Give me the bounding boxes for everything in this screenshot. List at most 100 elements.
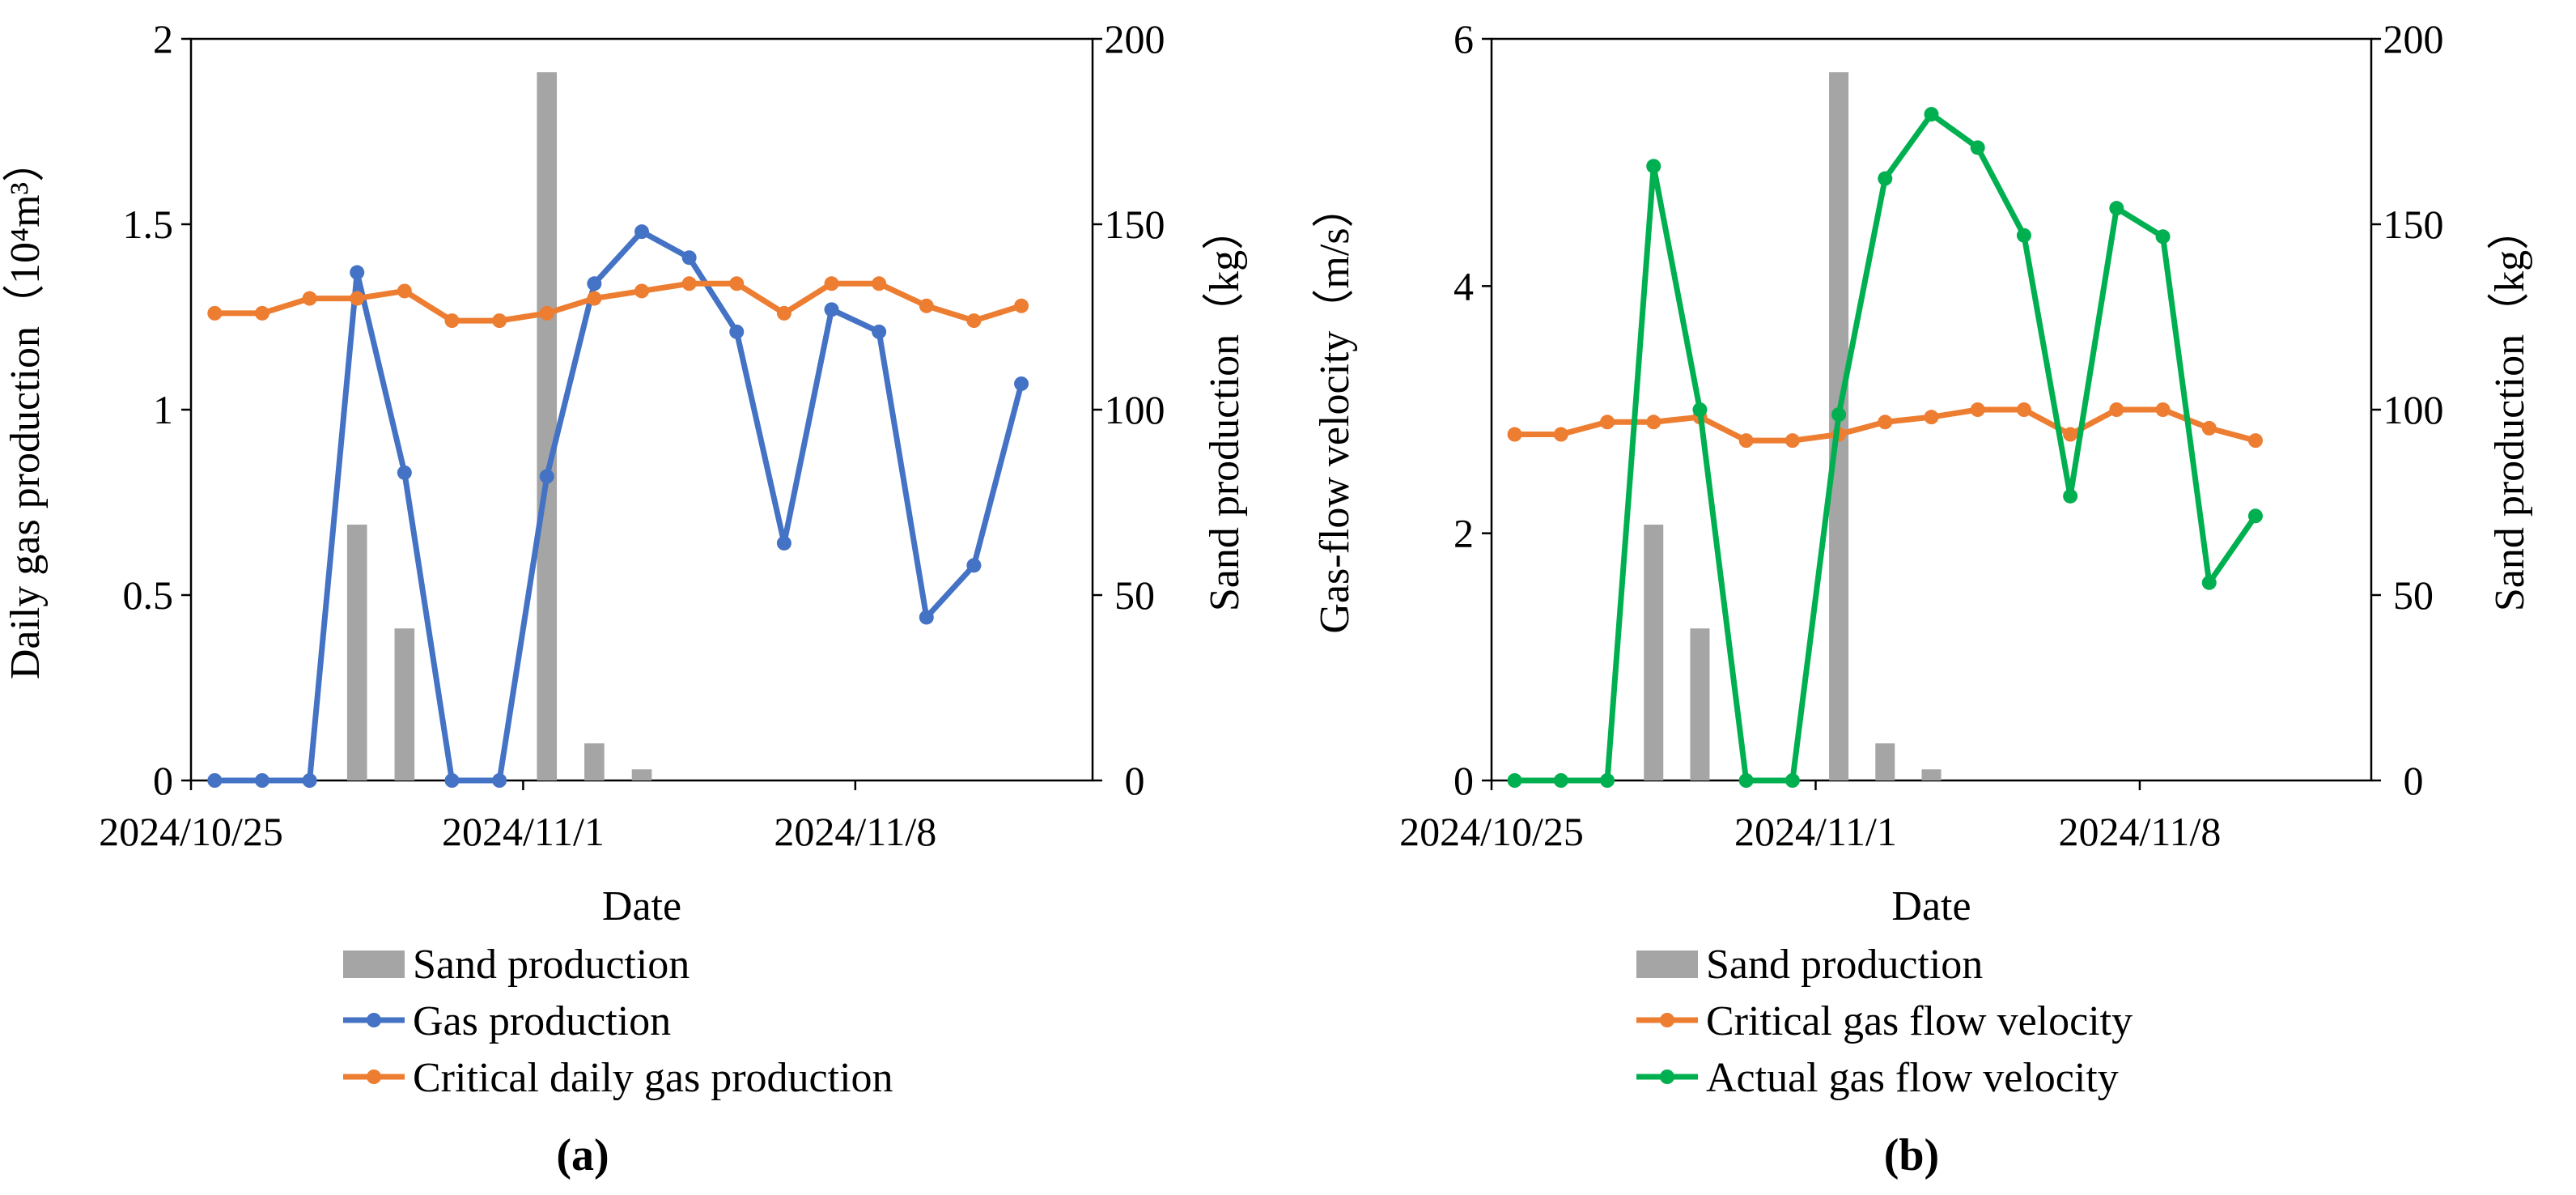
critical-daily-gas-production-point [587, 291, 602, 306]
gas-production-point [634, 224, 649, 240]
legend-label: Actual gas flow velocity [1706, 1055, 2119, 1101]
sand-bar [1921, 769, 1942, 780]
x-tick-label: 2024/11/8 [2058, 809, 2221, 854]
critical-daily-gas-production-point [729, 276, 745, 291]
gas-production-point [350, 265, 365, 280]
legend-label: Sand production [413, 942, 690, 988]
critical-daily-gas-production-point [872, 276, 887, 291]
right-tick-label: 200 [1105, 16, 1165, 62]
gas-production-point [207, 773, 223, 788]
critical-gas-flow-velocity-point [1507, 427, 1522, 442]
gas-production-point [587, 276, 602, 291]
gas-production-line [214, 228, 1025, 784]
critical-daily-gas-production-point [1014, 298, 1029, 313]
actual-gas-flow-velocity-point [1553, 773, 1568, 788]
critical-daily-gas-production-point [492, 313, 507, 329]
actual-gas-flow-velocity-point [2063, 488, 2078, 504]
left-tick-label: 4 [1454, 263, 1474, 308]
right-tick-label: 100 [2383, 387, 2444, 432]
right-tick-label: 0 [1125, 758, 1145, 803]
sand-bar [394, 628, 415, 780]
right-tick-label: 150 [2383, 202, 2444, 247]
legend-swatch-marker [1660, 1013, 1674, 1027]
critical-gas-flow-velocity-point [2155, 402, 2171, 417]
panel-label: (b) [1884, 1130, 1939, 1180]
line-layer [207, 224, 1029, 788]
critical-daily-gas-production-point [634, 283, 649, 299]
panel-label: (a) [556, 1130, 609, 1180]
critical-daily-gas-production-point [207, 305, 223, 321]
right-tick-label: 200 [2383, 16, 2444, 62]
gas-production-point [444, 773, 460, 788]
sand-bar [584, 743, 605, 780]
line-layer [1507, 107, 2263, 788]
left-axis-title: Gas-flow velocity（m/s） [1312, 185, 1358, 633]
x-tick-label: 2024/11/1 [442, 809, 605, 854]
gas-production-point [824, 302, 839, 317]
sand-bar [346, 524, 367, 780]
critical-daily-gas-production-point [539, 305, 554, 321]
right-tick-label: 100 [1105, 387, 1165, 432]
critical-gas-flow-velocity-point [1553, 427, 1568, 442]
left-axis-title: Daily gas production（10⁴m³） [2, 140, 49, 679]
gas-production-point [1014, 376, 1029, 391]
critical-gas-flow-velocity-point [2201, 420, 2217, 436]
right-tick-label: 0 [2404, 758, 2424, 803]
x-tick-label: 2024/10/25 [99, 809, 283, 854]
gas-production-point [681, 250, 697, 266]
gas-production-point [539, 469, 554, 484]
critical-gas-flow-velocity-point [1600, 415, 1615, 430]
x-tick-label: 2024/10/25 [1399, 809, 1584, 854]
legend-label: Gas production [413, 998, 671, 1044]
left-tick-label: 0 [153, 758, 173, 803]
right-axis-title: Sand production（kg） [1202, 208, 1248, 611]
critical-gas-flow-velocity-point [1646, 415, 1661, 430]
right-tick-label: 150 [1105, 202, 1165, 247]
actual-gas-flow-velocity-point [2201, 575, 2217, 590]
right-tick-label: 50 [2393, 572, 2434, 618]
x-tick-label: 2024/11/8 [774, 809, 936, 854]
left-tick-label: 2 [153, 16, 173, 62]
right-axis-title: Sand production（kg） [2487, 208, 2533, 611]
critical-gas-flow-velocity-point [1970, 402, 1985, 417]
critical-daily-gas-production-point [919, 298, 934, 313]
gas-production-point [729, 324, 745, 339]
legend: Sand production Gas production Critical da… [343, 942, 893, 1101]
sand-bar [537, 72, 558, 781]
actual-gas-flow-velocity-point [1600, 773, 1615, 788]
critical-gas-flow-velocity-point [2247, 433, 2263, 449]
left-tick-label: 0.5 [123, 572, 174, 618]
gas-production-point [254, 773, 269, 788]
critical-daily-gas-production-point [444, 313, 460, 329]
actual-gas-flow-velocity-point [1692, 402, 1708, 417]
legend-swatch-bar [1636, 950, 1698, 978]
sand-bar [631, 769, 652, 780]
right-tick-label: 50 [1114, 572, 1155, 618]
legend-swatch-marker [367, 1013, 381, 1027]
legend-label: Critical daily gas production [413, 1055, 893, 1101]
gas-production-point [492, 773, 507, 788]
left-tick-label: 1.5 [123, 202, 174, 247]
critical-daily-gas-production-point [824, 276, 839, 291]
critical-daily-gas-production-point [966, 313, 982, 329]
critical-daily-gas-production-point [254, 305, 269, 321]
critical-gas-flow-velocity-point [1878, 415, 1893, 430]
critical-daily-gas-production-point [681, 276, 697, 291]
legend-label: Sand production [1706, 942, 1983, 988]
gas-production-point [966, 558, 982, 573]
left-tick-label: 2 [1454, 511, 1474, 556]
actual-gas-flow-velocity-point [1878, 171, 1893, 186]
plot-frame [189, 37, 1094, 782]
actual-gas-flow-velocity-point [1785, 773, 1800, 788]
actual-gas-flow-velocity-point [1507, 773, 1522, 788]
left-tick-label: 0 [1454, 758, 1474, 803]
x-axis-title: Date [602, 883, 681, 929]
sand-bar [1690, 628, 1710, 780]
actual-gas-flow-velocity-point [2155, 229, 2171, 245]
critical-gas-flow-velocity-point [2063, 427, 2078, 442]
actual-gas-flow-velocity-point [1646, 159, 1661, 174]
critical-gas-flow-velocity-point [2109, 402, 2124, 417]
gas-production-point [919, 610, 934, 625]
gas-production-point [302, 773, 317, 788]
